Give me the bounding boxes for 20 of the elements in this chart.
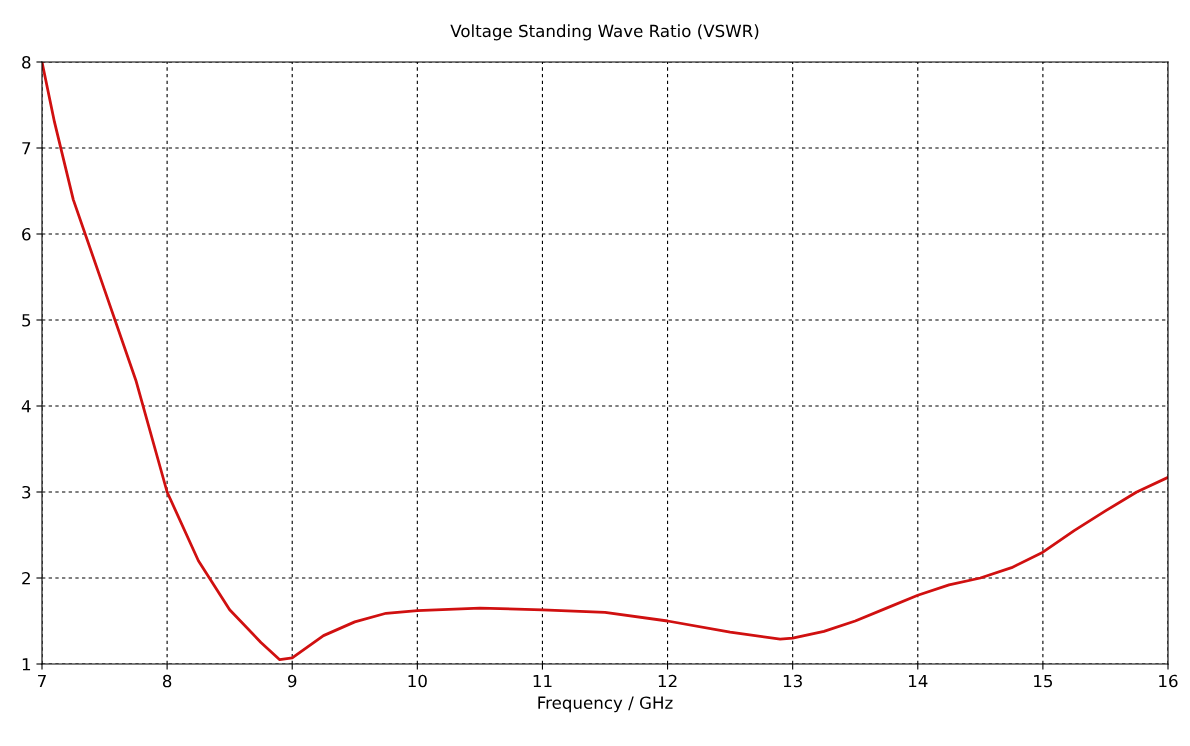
y-tick-label: 6 <box>22 227 31 241</box>
x-axis-title: Frequency / GHz <box>538 696 673 713</box>
x-tick-label: 11 <box>533 674 552 688</box>
chart-title: Voltage Standing Wave Ratio (VSWR) <box>450 24 759 41</box>
x-tick-label: 15 <box>1034 674 1053 688</box>
y-tick-label: 5 <box>22 314 31 327</box>
y-tick-label: 3 <box>22 485 31 499</box>
x-tick-label: 10 <box>408 674 427 688</box>
x-tick-label: 12 <box>658 674 677 688</box>
x-tick-label: 9 <box>287 674 297 688</box>
y-tick-label: 8 <box>22 55 31 69</box>
x-tick-label: 14 <box>909 674 928 688</box>
x-tick-label: 7 <box>38 674 46 688</box>
x-tick-label: 16 <box>1159 674 1178 688</box>
x-tick-label: 8 <box>162 674 172 688</box>
y-tick-label: 4 <box>21 400 31 413</box>
y-tick-label: 2 <box>22 571 30 585</box>
x-tick-label: 13 <box>783 674 802 688</box>
y-tick-label: 7 <box>22 142 31 155</box>
y-tick-label: 1 <box>22 658 31 671</box>
